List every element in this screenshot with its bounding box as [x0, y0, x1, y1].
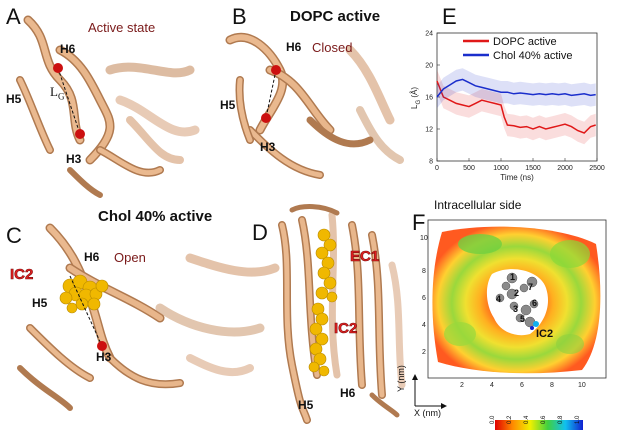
y-tick: 2 [422, 349, 426, 356]
series-band [437, 69, 596, 145]
panel-b-structure [225, 32, 404, 179]
helix-label-h5: H5 [298, 398, 314, 412]
residue-label-5: 5 [520, 314, 526, 324]
colorbar [495, 420, 583, 430]
helix-label-h5: H5 [220, 98, 236, 112]
helix-label-h6: H6 [286, 40, 302, 54]
lg-label-sub: G [57, 91, 65, 102]
helix-label-h6: H6 [340, 386, 356, 400]
series-line [436, 78, 596, 98]
x-tick-label: 1500 [525, 165, 541, 172]
panel-a-structure [16, 15, 200, 198]
x-tick-label: 0 [435, 165, 439, 172]
helix-label-h3: H3 [260, 140, 276, 154]
lg-label: LG [50, 84, 64, 102]
y-tick-label: 20 [425, 63, 433, 70]
panel-letter-c: C [6, 223, 22, 248]
legend-label: Chol 40% active [493, 50, 573, 62]
residue-label-6: 6 [532, 298, 538, 308]
x-tick: 10 [578, 382, 586, 389]
legend-label: DOPC active [493, 36, 557, 48]
helix-label-h6: H6 [84, 250, 100, 264]
ec1-label: EC1 [350, 248, 380, 266]
y-tick-label: 8 [429, 159, 433, 166]
y-tick: 10 [420, 235, 428, 242]
x-tick: 4 [490, 382, 494, 389]
dopc-active-title: DOPC active [290, 8, 381, 25]
residue-label-1: 1 [510, 272, 516, 282]
panel-letter-b: B [232, 4, 247, 29]
residue-label-2: 2 [514, 288, 520, 298]
x-tick: 6 [520, 382, 524, 389]
y-tick: 8 [422, 268, 426, 275]
x-tick-label: 500 [463, 165, 475, 172]
lg-time-chart: 8 12 16 20 24 0 500 1000 1500 2000 2500 Time (ns) LG… [410, 31, 605, 183]
cholesterol-cluster-c [59, 274, 109, 314]
residue-label-4: 4 [496, 294, 502, 304]
colorbar-tick: 0.8 [558, 415, 564, 424]
x-axis-label: X (nm) [414, 408, 441, 418]
y-tick-label: 24 [425, 31, 433, 38]
series-band [437, 68, 596, 109]
y-axis-label: Y (nm) [396, 365, 406, 392]
chol-active-title: Chol 40% active [98, 208, 213, 225]
lg-label-main: L [50, 84, 58, 99]
panel-letter-a: A [6, 4, 21, 29]
ic2-label-c: IC2 [10, 266, 34, 284]
y-axis-label-sub: G [416, 100, 422, 105]
helix-label-h5: H5 [6, 92, 22, 106]
panel-c-structure [17, 223, 280, 411]
y-tick-label: 12 [425, 127, 433, 134]
colorbar-tick: 1.0 [575, 415, 581, 424]
panel-letter-d: D [252, 220, 268, 245]
helix-label-h5: H5 [32, 296, 48, 310]
cholesterol-column-ic2 [308, 302, 330, 377]
helix-label-h3: H3 [66, 152, 82, 166]
panel-letter-e: E [442, 4, 457, 29]
open-state-label: Open [114, 250, 146, 265]
colorbar-tick: 0.4 [524, 415, 530, 424]
ic2-label-f: IC2 [536, 328, 554, 340]
x-tick-label: 2500 [589, 165, 605, 172]
residue-label-7: 7 [528, 282, 534, 292]
active-state-label: Active state [88, 20, 156, 35]
cholesterol-column-ec1 [315, 228, 338, 303]
x-tick-label: 1000 [493, 165, 509, 172]
series-line [436, 80, 596, 134]
x-axis-label: Time (ns) [500, 173, 534, 182]
density-map: 2 4 6 8 10 2 4 6 8 10 [412, 219, 607, 430]
y-tick: 4 [422, 322, 426, 329]
colorbar-tick: 0.0 [490, 415, 496, 424]
closed-state-label: Closed [312, 40, 353, 55]
y-axis-label: LG (Å) [410, 87, 422, 109]
x-tick: 2 [460, 382, 464, 389]
x-tick-label: 2000 [557, 165, 573, 172]
y-tick: 6 [422, 295, 426, 302]
panel-d-structure [278, 204, 406, 424]
intracellular-side-title: Intracellular side [434, 198, 522, 212]
x-tick: 8 [550, 382, 554, 389]
helix-label-h6: H6 [60, 42, 76, 56]
y-tick-label: 16 [425, 95, 433, 102]
y-axis-label-unit: (Å) [410, 87, 419, 100]
colorbar-tick: 0.6 [541, 415, 547, 424]
panel-letter-f: F [412, 210, 426, 235]
residue-label-3: 3 [513, 304, 519, 314]
ic2-label-d: IC2 [334, 320, 358, 338]
helix-label-h3: H3 [96, 350, 112, 364]
colorbar-tick: 0.2 [507, 415, 513, 424]
